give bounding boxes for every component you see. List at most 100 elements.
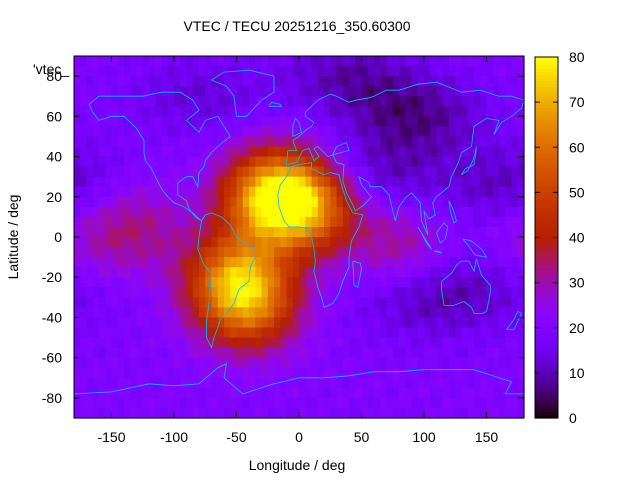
heatmap-cell xyxy=(161,106,169,117)
heatmap-cell xyxy=(374,257,381,268)
heatmap-cell xyxy=(349,307,356,319)
heatmap-cell xyxy=(330,397,338,409)
heatmap-cell xyxy=(161,357,169,369)
heatmap-cell xyxy=(186,327,194,339)
heatmap-cell xyxy=(136,166,144,178)
heatmap-cell xyxy=(411,247,419,258)
heatmap-cell xyxy=(374,317,381,329)
heatmap-cell xyxy=(311,216,319,228)
heatmap-cell xyxy=(449,226,456,238)
heatmap-cell xyxy=(367,397,375,409)
heatmap-cell xyxy=(436,397,444,409)
heatmap-cell xyxy=(230,247,238,258)
heatmap-cell xyxy=(261,367,269,379)
heatmap-cell xyxy=(349,297,356,308)
heatmap-cell xyxy=(480,277,488,288)
colorbar-step xyxy=(535,288,558,293)
heatmap-cell xyxy=(180,96,188,107)
x-tick-label: 0 xyxy=(295,429,303,445)
heatmap-cell xyxy=(455,216,463,228)
heatmap-cell xyxy=(455,56,463,67)
heatmap-cell xyxy=(511,337,519,349)
heatmap-cell xyxy=(367,327,375,339)
heatmap-cell xyxy=(111,206,119,218)
heatmap-cell xyxy=(405,267,413,278)
heatmap-cell xyxy=(449,206,456,218)
heatmap-cell xyxy=(505,206,513,218)
heatmap-cell xyxy=(124,267,131,278)
heatmap-cell xyxy=(255,226,263,238)
heatmap-cell xyxy=(155,247,163,258)
heatmap-cell xyxy=(130,196,138,208)
heatmap-cell xyxy=(492,387,500,399)
heatmap-cell xyxy=(149,76,156,87)
heatmap-cell xyxy=(355,176,363,188)
heatmap-cell xyxy=(205,407,213,419)
heatmap-cell xyxy=(430,287,438,298)
heatmap-cell xyxy=(367,106,375,117)
heatmap-cell xyxy=(499,136,506,148)
heatmap-cell xyxy=(149,56,156,67)
heatmap-cell xyxy=(155,126,163,138)
heatmap-cell xyxy=(92,116,100,127)
colorbar-step xyxy=(535,360,558,365)
heatmap-cell xyxy=(455,377,463,389)
heatmap-cell xyxy=(117,407,125,419)
x-tick-label: -150 xyxy=(97,429,125,445)
heatmap-cell xyxy=(149,216,156,228)
y-tick-label: -60 xyxy=(42,350,62,366)
heatmap-cell xyxy=(349,387,356,399)
heatmap-cell xyxy=(517,407,525,419)
heatmap-cell xyxy=(117,327,125,339)
heatmap-cell xyxy=(242,176,250,188)
heatmap-cell xyxy=(136,407,144,419)
heatmap-cell xyxy=(467,206,475,218)
heatmap-cell xyxy=(461,96,469,107)
heatmap-cell xyxy=(461,166,469,178)
heatmap-cell xyxy=(467,196,475,208)
heatmap-cell xyxy=(174,257,181,268)
colorbar-tick-label: 70 xyxy=(569,94,585,110)
heatmap-cell xyxy=(317,216,325,228)
heatmap-cell xyxy=(186,176,194,188)
heatmap-cell xyxy=(167,226,175,238)
heatmap-cell xyxy=(111,327,119,339)
heatmap-cell xyxy=(149,66,156,77)
heatmap-cell xyxy=(317,116,325,127)
colorbar-step xyxy=(535,357,558,362)
heatmap-cell xyxy=(355,337,363,349)
heatmap-cell xyxy=(230,86,238,97)
heatmap-cell xyxy=(242,146,250,158)
heatmap-cell xyxy=(130,327,138,339)
heatmap-cell xyxy=(124,136,131,148)
heatmap-cell xyxy=(80,237,88,248)
heatmap-cell xyxy=(180,76,188,87)
heatmap-cell xyxy=(280,66,288,77)
heatmap-cell xyxy=(292,86,300,97)
heatmap-cell xyxy=(186,126,194,138)
heatmap-cell xyxy=(192,267,200,278)
heatmap-cell xyxy=(167,297,175,308)
heatmap-cell xyxy=(292,186,300,198)
heatmap-cell xyxy=(374,106,381,117)
heatmap-cell xyxy=(105,176,113,188)
heatmap-cell xyxy=(505,327,513,339)
heatmap-cell xyxy=(199,407,206,419)
heatmap-cell xyxy=(324,247,331,258)
heatmap-cell xyxy=(180,116,188,127)
heatmap-cell xyxy=(174,86,181,97)
heatmap-cell xyxy=(74,176,81,188)
heatmap-cell xyxy=(455,237,463,248)
heatmap-cell xyxy=(199,317,206,329)
x-axis-label: Longitude / deg xyxy=(249,457,346,473)
heatmap-cell xyxy=(405,407,413,419)
heatmap-cell xyxy=(199,347,206,359)
heatmap-cell xyxy=(436,156,444,168)
heatmap-cell xyxy=(186,317,194,329)
heatmap-cell xyxy=(117,337,125,349)
heatmap-cell xyxy=(242,357,250,369)
heatmap-cell xyxy=(224,347,231,359)
heatmap-cell xyxy=(386,347,394,359)
heatmap-cell xyxy=(517,186,525,198)
